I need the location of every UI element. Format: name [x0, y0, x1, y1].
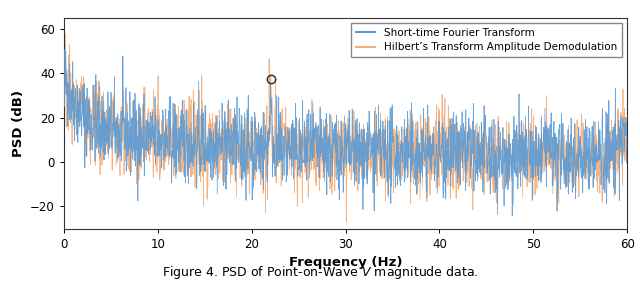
X-axis label: Frequency (Hz): Frequency (Hz)	[289, 256, 403, 269]
Y-axis label: PSD (dB): PSD (dB)	[12, 90, 25, 156]
Text: Figure 4. PSD of Point-on-Wave $V$ magnitude data.: Figure 4. PSD of Point-on-Wave $V$ magni…	[162, 264, 478, 281]
Legend: Short-time Fourier Transform, Hilbert’s Transform Amplitude Demodulation: Short-time Fourier Transform, Hilbert’s …	[351, 23, 622, 57]
